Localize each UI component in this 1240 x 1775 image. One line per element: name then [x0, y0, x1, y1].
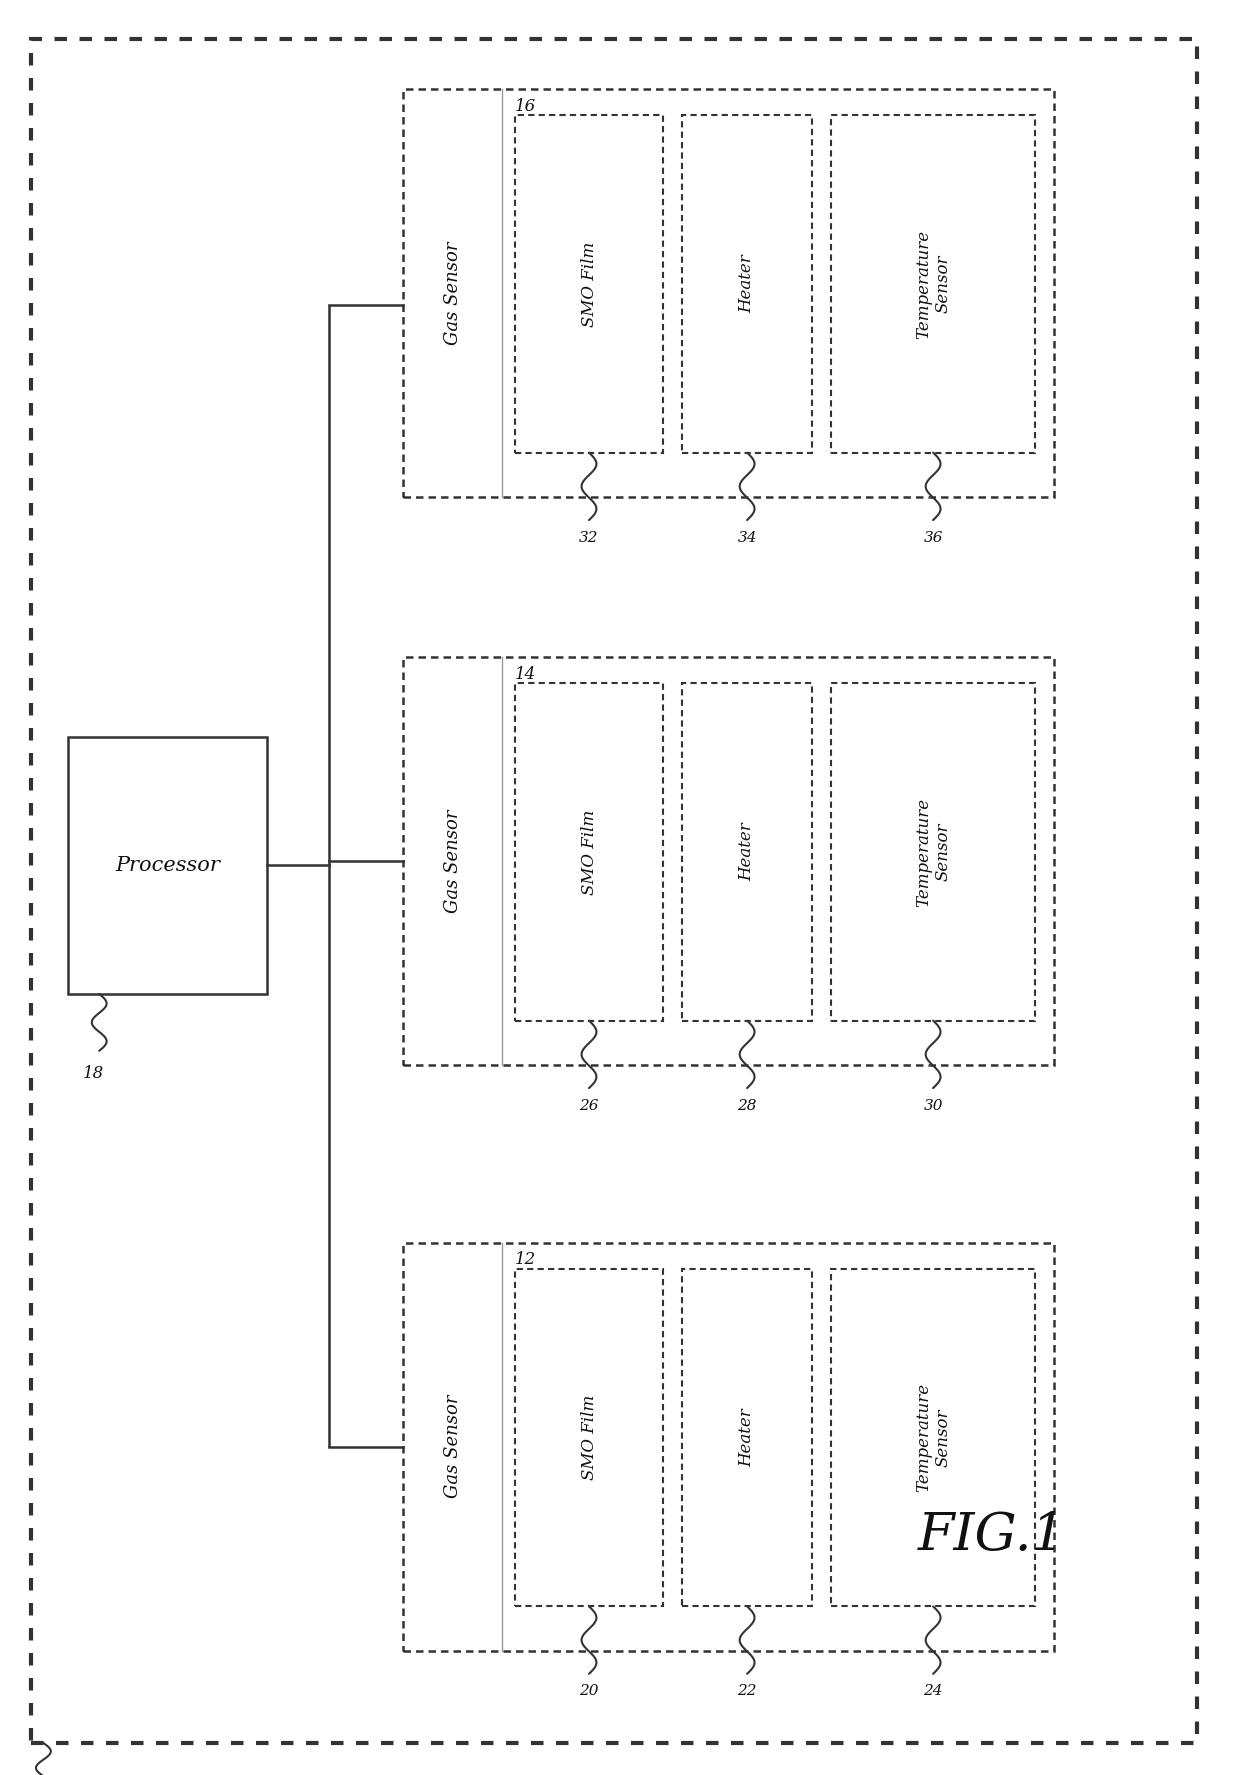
Text: Processor: Processor — [115, 856, 219, 875]
Bar — [682, 115, 812, 453]
Text: 36: 36 — [924, 531, 942, 545]
Text: Temperature
Sensor: Temperature Sensor — [915, 229, 951, 339]
Text: Heater: Heater — [739, 254, 755, 314]
Text: SMO Film: SMO Film — [580, 1395, 598, 1480]
Text: 14: 14 — [515, 666, 536, 683]
Text: Gas Sensor: Gas Sensor — [444, 809, 461, 912]
Text: Gas Sensor: Gas Sensor — [444, 241, 461, 344]
Bar — [515, 115, 663, 453]
Text: SMO Film: SMO Film — [580, 809, 598, 895]
Text: 18: 18 — [82, 1065, 104, 1083]
Text: 24: 24 — [924, 1684, 942, 1699]
Text: Gas Sensor: Gas Sensor — [444, 1395, 461, 1498]
Text: 20: 20 — [579, 1684, 599, 1699]
Text: 34: 34 — [738, 531, 756, 545]
Text: 30: 30 — [924, 1099, 942, 1113]
Bar — [831, 683, 1035, 1021]
Text: FIG.1: FIG.1 — [918, 1511, 1066, 1560]
Text: 32: 32 — [579, 531, 599, 545]
Text: 28: 28 — [738, 1099, 756, 1113]
Bar — [515, 683, 663, 1021]
Text: 12: 12 — [515, 1251, 536, 1269]
Text: 16: 16 — [515, 98, 536, 115]
Bar — [682, 1269, 812, 1606]
Bar — [403, 89, 1054, 497]
Bar — [831, 1269, 1035, 1606]
Text: 22: 22 — [738, 1684, 756, 1699]
Text: 26: 26 — [579, 1099, 599, 1113]
Text: SMO Film: SMO Film — [580, 241, 598, 327]
Bar — [403, 657, 1054, 1065]
Bar — [403, 1242, 1054, 1651]
Text: Temperature
Sensor: Temperature Sensor — [915, 797, 951, 907]
Bar — [68, 737, 267, 994]
Bar — [831, 115, 1035, 453]
Text: Heater: Heater — [739, 1408, 755, 1468]
Text: Heater: Heater — [739, 822, 755, 882]
Text: Temperature
Sensor: Temperature Sensor — [915, 1383, 951, 1493]
Bar — [682, 683, 812, 1021]
Bar — [515, 1269, 663, 1606]
